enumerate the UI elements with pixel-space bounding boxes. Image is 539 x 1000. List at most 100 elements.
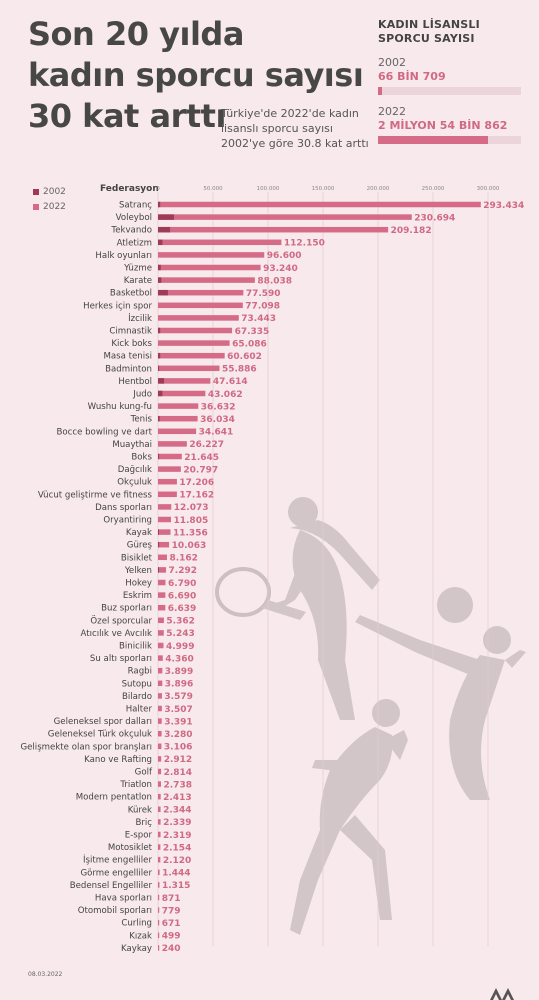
- category-label: Gelişmekte olan spor branşları: [20, 742, 152, 752]
- category-label: Cimnastik: [109, 327, 152, 337]
- value-label: 77.590: [246, 289, 281, 299]
- category-label: Halk oyunları: [95, 251, 152, 261]
- bar-2022: [158, 794, 161, 800]
- bar-2022: [158, 907, 159, 913]
- value-label: 2.154: [163, 843, 191, 853]
- bar-2022: [158, 832, 161, 838]
- value-label: 67.335: [235, 327, 270, 337]
- bar-2022: [158, 668, 162, 674]
- value-label: 17.162: [179, 491, 214, 501]
- bar-2022: [158, 693, 162, 699]
- value-label: 55.886: [222, 365, 257, 375]
- bar-2022: [158, 303, 243, 309]
- bar-2002: [158, 391, 162, 397]
- category-label: Okçuluk: [117, 478, 152, 488]
- category-label: Karate: [124, 276, 152, 286]
- value-label: 2.120: [163, 856, 191, 866]
- bar-2022: [158, 718, 162, 724]
- value-label: 499: [162, 932, 181, 942]
- bar-2022: [158, 504, 171, 510]
- category-label: Kızak: [129, 931, 152, 941]
- value-label: 17.206: [179, 478, 214, 488]
- category-label: Otomobil sporları: [78, 906, 152, 916]
- category-label: Motosiklet: [108, 843, 153, 853]
- bar-2022: [158, 655, 163, 661]
- value-label: 3.579: [164, 692, 192, 702]
- value-label: 2.814: [164, 768, 192, 778]
- x-tick-label: 250.000: [422, 186, 445, 192]
- bar-2022: [158, 933, 159, 939]
- bar-2022: [158, 277, 255, 283]
- bar-2022: [158, 643, 163, 649]
- bar-2002: [158, 214, 174, 220]
- category-label: Kano ve Rafting: [84, 755, 152, 765]
- category-label: Atletizm: [117, 238, 152, 248]
- category-label: Buz sporları: [101, 604, 152, 614]
- bar-2002: [158, 454, 159, 460]
- bar-2022: [158, 592, 165, 598]
- bar-2022: [158, 240, 281, 246]
- value-label: 1.444: [162, 869, 190, 879]
- bar-2022: [158, 706, 162, 712]
- value-label: 2.339: [163, 818, 191, 828]
- bar-2022: [158, 492, 177, 498]
- bar-2022: [158, 227, 388, 233]
- bar-2022: [158, 391, 205, 397]
- category-label: Herkes için spor: [83, 301, 152, 311]
- category-label: E-spor: [125, 831, 153, 841]
- value-label: 20.797: [183, 465, 218, 475]
- bar-2002: [158, 567, 159, 573]
- bar-2002: [158, 353, 160, 359]
- category-label: Boks: [131, 453, 152, 463]
- category-label: Bocce bowling ve dart: [56, 427, 152, 437]
- bar-2022: [158, 290, 243, 296]
- category-label: İşitme engelliler: [83, 855, 152, 866]
- bar-2022: [158, 920, 159, 926]
- bar-2022: [158, 844, 160, 850]
- category-label: Hokey: [125, 579, 152, 589]
- bar-2002: [158, 416, 160, 422]
- value-label: 36.632: [201, 402, 236, 412]
- value-label: 230.694: [414, 213, 455, 223]
- category-label: Atıcılık ve Avcılık: [80, 629, 152, 639]
- bar-2022: [158, 441, 187, 447]
- value-label: 6.690: [168, 591, 196, 601]
- value-label: 3.899: [165, 667, 193, 677]
- bar-2022: [158, 857, 160, 863]
- category-label: Ragbi: [128, 667, 152, 677]
- category-label: Binicilik: [119, 642, 152, 652]
- bar-2022: [158, 265, 261, 271]
- x-tick-label: 50.000: [203, 186, 223, 192]
- value-label: 3.280: [164, 730, 192, 740]
- value-label: 2.319: [163, 831, 191, 841]
- x-tick-label: 150.000: [312, 186, 335, 192]
- bar-2022: [158, 807, 161, 813]
- bar-2022: [158, 567, 166, 573]
- value-label: 3.896: [165, 680, 193, 690]
- aa-logo-icon: [490, 988, 514, 1000]
- value-label: 209.182: [391, 226, 432, 236]
- category-label: Judo: [132, 390, 152, 400]
- bar-2002: [158, 529, 159, 535]
- bar-2022: [158, 366, 219, 372]
- bar-2022: [158, 618, 164, 624]
- bar-2022: [158, 429, 196, 435]
- value-label: 671: [162, 919, 181, 929]
- value-label: 36.034: [200, 415, 235, 425]
- value-label: 4.999: [166, 642, 194, 652]
- category-label: Muaythai: [112, 440, 152, 450]
- bar-2002: [158, 378, 164, 384]
- footer-date: 08.03.2022: [28, 971, 62, 978]
- bar-2022: [158, 202, 481, 208]
- value-label: 26.227: [189, 440, 224, 450]
- x-tick-label: 0: [156, 186, 160, 192]
- category-label: Kürek: [128, 805, 152, 815]
- category-label: Briç: [135, 818, 152, 828]
- bar-2022: [158, 517, 171, 523]
- value-label: 2.912: [164, 755, 192, 765]
- bar-2022: [158, 454, 182, 460]
- bar-2022: [158, 744, 161, 750]
- bar-2022: [158, 555, 167, 561]
- bar-2022: [158, 895, 159, 901]
